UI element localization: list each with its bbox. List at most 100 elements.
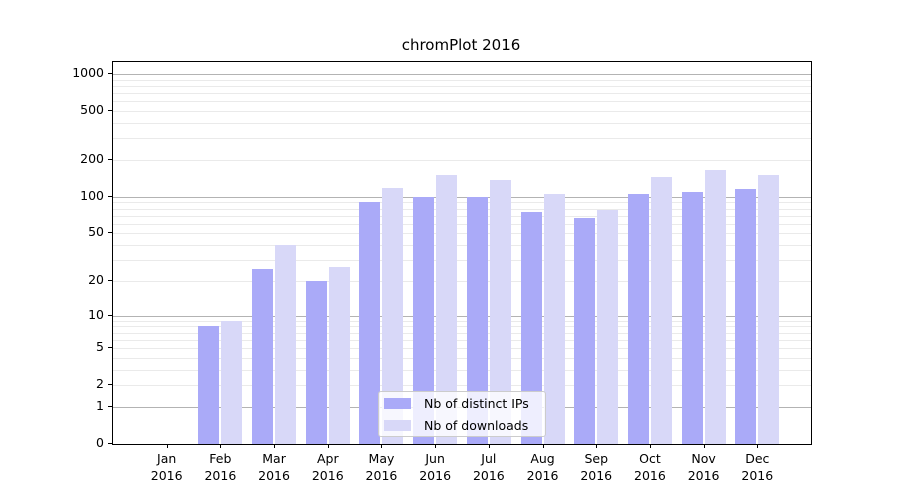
x-tick-mark bbox=[488, 444, 490, 448]
x-tick-mark bbox=[381, 444, 383, 448]
gridline-minor bbox=[113, 208, 811, 210]
plot-area bbox=[112, 61, 812, 445]
bar-distinct-ips-aug bbox=[520, 212, 542, 444]
bar-distinct-ips-may bbox=[359, 202, 381, 444]
gridline-minor bbox=[113, 369, 811, 371]
bar-downloads-aug bbox=[543, 194, 565, 444]
bar-distinct-ips-dec bbox=[735, 189, 757, 444]
gridline-minor bbox=[113, 280, 811, 282]
x-tick-label-jul: Jul 2016 bbox=[472, 451, 505, 483]
x-tick-mark bbox=[166, 444, 168, 448]
y-tick-mark bbox=[108, 314, 112, 316]
bar-downloads-mar bbox=[275, 245, 297, 444]
gridline-minor bbox=[113, 122, 811, 124]
bar-downloads-sep bbox=[597, 209, 619, 444]
bar-distinct-ips-sep bbox=[574, 217, 596, 444]
y-tick-label: 50 bbox=[88, 224, 104, 240]
legend-label-distinct-ips: Nb of distinct IPs bbox=[424, 395, 529, 411]
legend-item-downloads: Nb of downloads bbox=[379, 418, 545, 433]
bar-distinct-ips-jun bbox=[413, 196, 435, 444]
gridline-minor bbox=[113, 326, 811, 328]
bar-downloads-oct bbox=[650, 177, 672, 444]
x-tick-label-mar: Mar 2016 bbox=[258, 451, 290, 483]
x-tick-label-sep: Sep 2016 bbox=[580, 451, 613, 483]
bar-distinct-ips-mar bbox=[252, 269, 274, 444]
y-tick-label: 1 bbox=[96, 397, 104, 413]
x-tick-mark bbox=[649, 444, 651, 448]
x-tick-label-nov: Nov 2016 bbox=[687, 451, 720, 483]
y-tick-label: 200 bbox=[80, 150, 104, 166]
bar-distinct-ips-apr bbox=[305, 280, 327, 444]
x-tick-label-apr: Apr 2016 bbox=[311, 451, 344, 483]
y-tick-mark bbox=[108, 443, 112, 444]
bar-downloads-apr bbox=[328, 267, 350, 444]
x-tick-label-may: May 2016 bbox=[365, 451, 398, 483]
gridline-minor bbox=[113, 85, 811, 87]
x-tick-mark bbox=[757, 444, 759, 448]
y-tick-label: 0 bbox=[96, 435, 104, 450]
bar-downloads-nov bbox=[704, 170, 726, 444]
gridline-minor bbox=[113, 159, 811, 161]
bar-distinct-ips-nov bbox=[681, 191, 703, 444]
gridline-minor bbox=[113, 223, 811, 225]
x-tick-label-jun: Jun 2016 bbox=[419, 451, 452, 483]
legend-label-downloads: Nb of downloads bbox=[424, 417, 529, 433]
gridline-minor bbox=[113, 320, 811, 322]
x-tick-mark bbox=[542, 444, 544, 448]
y-tick-mark bbox=[108, 195, 112, 197]
x-tick-label-feb: Feb 2016 bbox=[204, 451, 237, 483]
legend-swatch-distinct-ips bbox=[384, 397, 411, 409]
bar-downloads-may bbox=[382, 188, 404, 444]
y-tick-label: 100 bbox=[80, 187, 104, 203]
x-tick-mark bbox=[435, 444, 437, 448]
bar-distinct-ips-oct bbox=[627, 194, 649, 444]
gridline-minor bbox=[113, 385, 811, 387]
gridline-minor bbox=[113, 215, 811, 217]
bar-distinct-ips-jul bbox=[466, 196, 488, 444]
gridline-major bbox=[113, 315, 811, 317]
y-tick-label: 5 bbox=[96, 339, 104, 355]
gridline-minor bbox=[113, 79, 811, 81]
chart-title: chromPlot 2016 bbox=[401, 36, 521, 54]
x-tick-label-aug: Aug 2016 bbox=[526, 451, 559, 483]
y-tick-label: 500 bbox=[80, 102, 104, 118]
legend-item-distinct-ips: Nb of distinct IPs bbox=[379, 396, 545, 411]
gridline-minor bbox=[113, 357, 811, 359]
gridline-minor bbox=[113, 245, 811, 247]
gridline-minor bbox=[113, 348, 811, 350]
bar-downloads-dec bbox=[758, 174, 780, 444]
gridline-minor bbox=[113, 138, 811, 140]
gridline-major bbox=[113, 73, 811, 75]
gridline-minor bbox=[113, 111, 811, 113]
bar-downloads-feb bbox=[221, 320, 243, 444]
x-tick-label-oct: Oct 2016 bbox=[634, 451, 666, 483]
gridline-minor bbox=[113, 260, 811, 262]
y-tick-mark bbox=[108, 158, 112, 160]
y-tick-mark bbox=[108, 279, 112, 281]
x-tick-mark bbox=[274, 444, 276, 448]
legend: Nb of distinct IPs Nb of downloads bbox=[378, 391, 546, 437]
x-tick-mark bbox=[327, 444, 329, 448]
y-tick-label: 20 bbox=[88, 271, 104, 287]
gridline-minor bbox=[113, 101, 811, 103]
y-tick-mark bbox=[108, 384, 112, 386]
x-tick-mark bbox=[703, 444, 705, 448]
y-tick-mark bbox=[108, 347, 112, 349]
y-tick-mark bbox=[108, 405, 112, 407]
y-tick-label: 1000 bbox=[72, 64, 104, 80]
gridline-minor bbox=[113, 93, 811, 95]
x-tick-mark bbox=[596, 444, 598, 448]
gridline-minor bbox=[113, 339, 811, 341]
bar-downloads-jul bbox=[489, 180, 511, 444]
gridline-minor bbox=[113, 233, 811, 235]
x-tick-label-dec: Dec 2016 bbox=[741, 451, 774, 483]
y-tick-label: 10 bbox=[88, 306, 104, 322]
y-tick-mark bbox=[108, 72, 112, 74]
gridline-minor bbox=[113, 332, 811, 334]
bar-downloads-jun bbox=[436, 175, 458, 444]
y-tick-mark bbox=[108, 110, 112, 112]
bar-distinct-ips-feb bbox=[198, 326, 220, 444]
legend-swatch-downloads bbox=[384, 419, 411, 431]
y-tick-label: 2 bbox=[96, 376, 104, 392]
